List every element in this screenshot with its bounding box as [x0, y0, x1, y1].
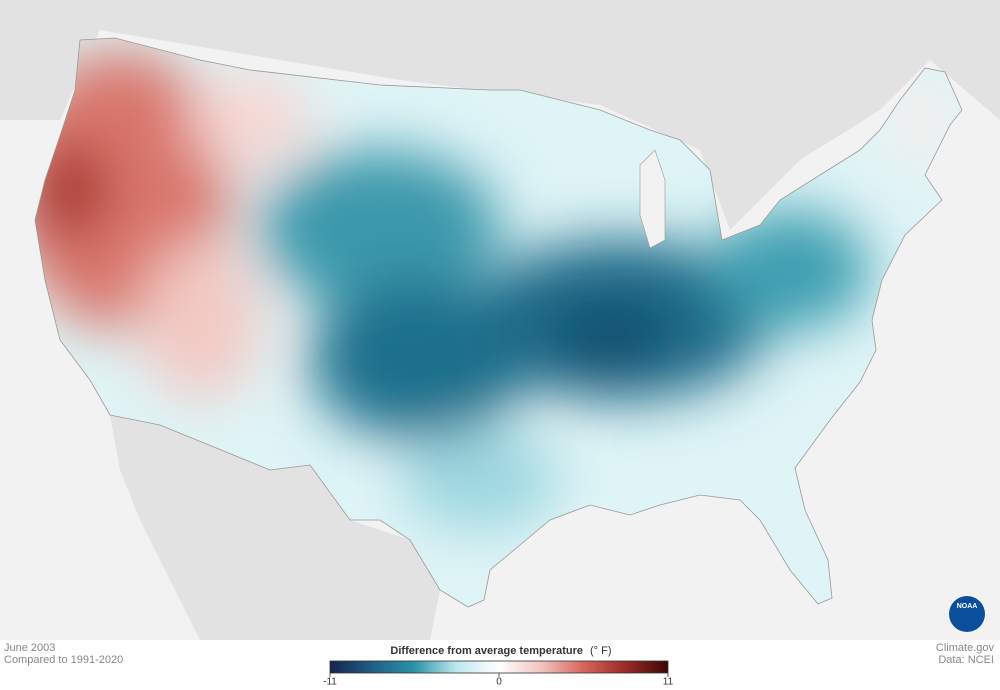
colorbar: [329, 660, 669, 674]
noaa-logo: [949, 596, 985, 632]
temperature-field: [35, 38, 962, 607]
canada: [0, 0, 1000, 230]
lake-michigan: [639, 149, 666, 249]
source: Climate.gov: [936, 642, 995, 654]
legend-tick-label: -11: [323, 677, 337, 688]
mexico: [110, 415, 440, 640]
legend-title: Difference from average temperature: [390, 645, 583, 657]
baseline: Compared to 1991-2020: [4, 654, 123, 666]
logo-text: NOAA: [957, 603, 978, 610]
legend-tick-label: 11: [663, 677, 674, 688]
legend-tick-label: 0: [496, 677, 502, 688]
data-source: Data: NCEI: [938, 654, 994, 666]
legend-unit: (° F): [590, 645, 612, 657]
date: June 2003: [4, 642, 55, 654]
